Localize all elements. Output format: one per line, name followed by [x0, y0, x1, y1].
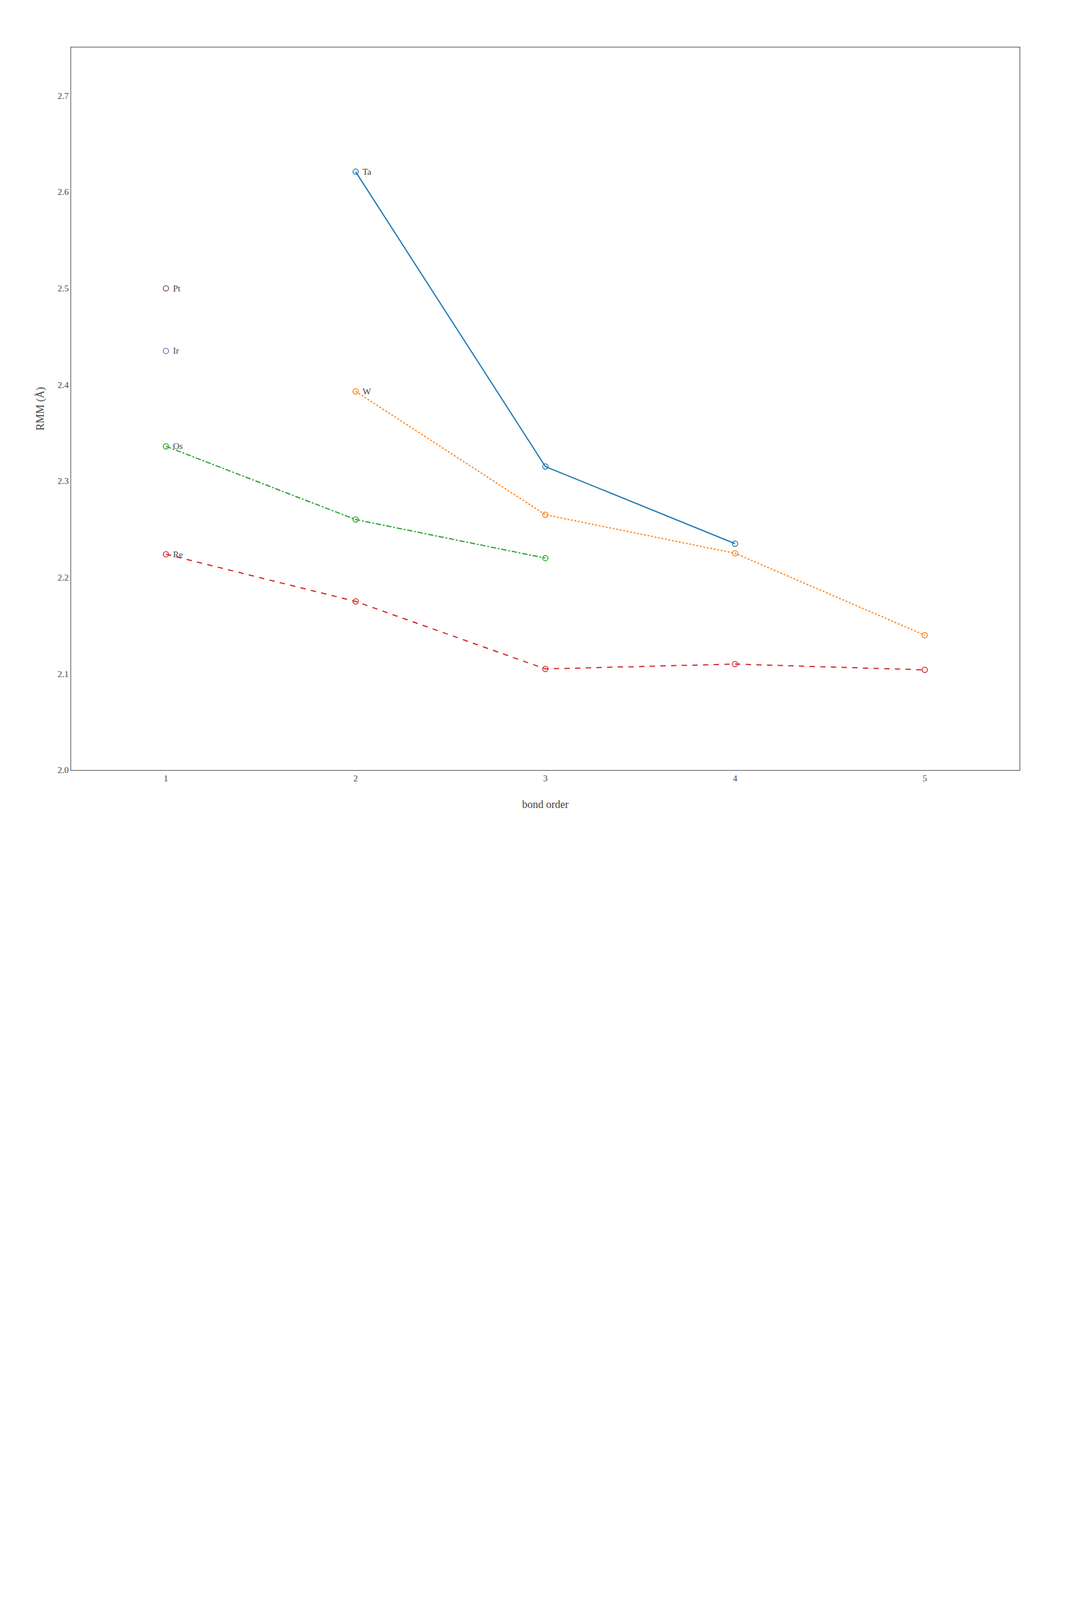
- svg-text:1: 1: [163, 773, 169, 784]
- svg-text:2.3: 2.3: [57, 476, 69, 486]
- svg-text:2.2: 2.2: [57, 572, 69, 583]
- svg-text:2.4: 2.4: [57, 380, 69, 390]
- svg-text:2.0: 2.0: [57, 765, 69, 775]
- svg-text:RMM (Å): RMM (Å): [34, 386, 47, 431]
- svg-text:2: 2: [353, 773, 359, 784]
- svg-text:Pt: Pt: [172, 283, 181, 294]
- svg-text:2.5: 2.5: [57, 283, 69, 294]
- svg-text:Ta: Ta: [362, 167, 372, 177]
- svg-text:bond order: bond order: [521, 798, 569, 811]
- svg-text:4: 4: [732, 773, 738, 784]
- svg-text:3: 3: [543, 773, 549, 784]
- svg-text:5: 5: [922, 773, 928, 784]
- svg-text:2.6: 2.6: [57, 187, 69, 197]
- svg-text:Re: Re: [172, 549, 184, 560]
- svg-text:2.7: 2.7: [57, 91, 69, 101]
- svg-text:2.1: 2.1: [57, 669, 69, 679]
- svg-text:Ir: Ir: [172, 345, 179, 356]
- svg-text:W: W: [362, 386, 372, 397]
- svg-text:Os: Os: [172, 441, 184, 451]
